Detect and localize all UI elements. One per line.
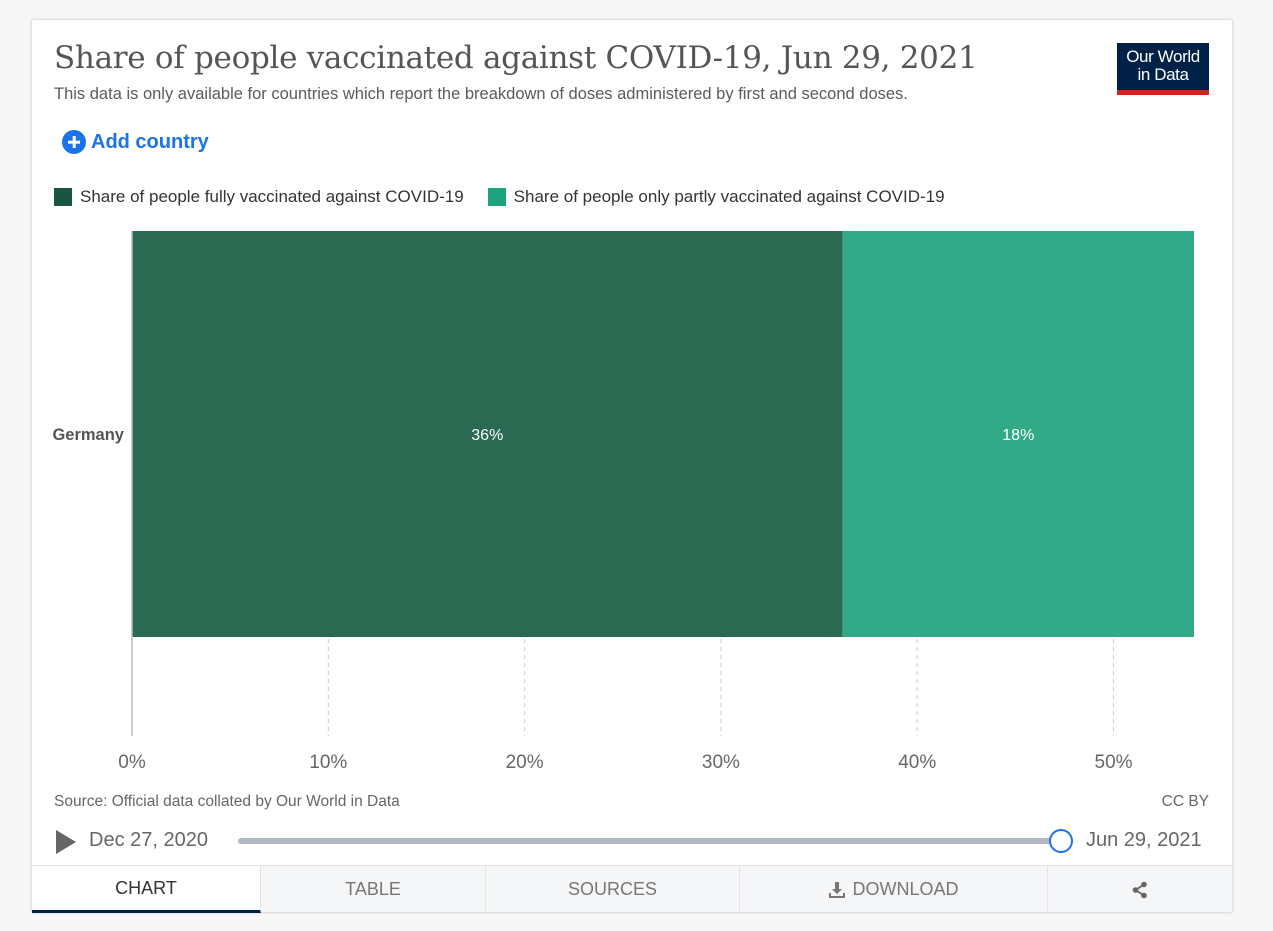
data-label-fully: 36% <box>471 427 503 444</box>
bar-partly-0 <box>842 231 1194 637</box>
bar-fully-0 <box>132 231 843 637</box>
chart-card: Share of people vaccinated against COVID… <box>32 20 1232 913</box>
x-tick-label-1: 10% <box>309 752 347 773</box>
legend-swatch-fully <box>54 188 72 206</box>
data-label-partly: 18% <box>1002 427 1034 444</box>
legend-swatch-partly <box>487 188 506 206</box>
share-icon <box>1132 881 1147 898</box>
tab-chart[interactable]: CHART <box>32 866 261 913</box>
download-icon <box>829 881 846 898</box>
source-note[interactable]: Source: Official data collated by Our Wo… <box>54 793 400 810</box>
tab-bar: CHART TABLE SOURCES DOWNLOAD <box>32 865 1232 913</box>
tab-download-label: DOWNLOAD <box>852 879 959 899</box>
play-icon[interactable] <box>56 830 76 854</box>
x-tick-label-5: 50% <box>1095 752 1133 773</box>
tab-sources[interactable]: SOURCES <box>486 866 740 913</box>
x-tick-label-0: 0% <box>118 752 146 773</box>
legend: Share of people fully vaccinated against… <box>54 187 969 207</box>
timeline-start-label[interactable]: Dec 27, 2020 <box>89 829 208 851</box>
legend-item-fully[interactable]: Share of people fully vaccinated against… <box>54 187 464 207</box>
timeline: Dec 27, 2020 Jun 29, 2021 <box>54 826 1210 856</box>
legend-label-partly: Share of people only partly vaccinated a… <box>513 187 945 206</box>
add-country-button[interactable]: Add country <box>62 130 209 154</box>
tab-table[interactable]: TABLE <box>261 866 486 913</box>
x-tick-label-2: 20% <box>506 752 544 773</box>
legend-item-partly[interactable]: Share of people only partly vaccinated a… <box>487 187 945 207</box>
license-label[interactable]: CC BY <box>1161 793 1209 810</box>
logo-line-2: in Data <box>1137 65 1189 84</box>
plus-circle-icon <box>62 130 86 154</box>
timeline-handle[interactable] <box>1049 829 1073 853</box>
category-label: Germany <box>52 426 124 444</box>
x-tick-label-3: 30% <box>702 752 740 773</box>
chart-title: Share of people vaccinated against COVID… <box>54 40 978 76</box>
bar-chart: 36% 18% Germany 0% 10% 20% 30% 40% 50% <box>52 231 1194 773</box>
owid-logo[interactable]: Our World in Data <box>1117 43 1209 95</box>
add-country-label: Add country <box>91 130 209 153</box>
chart-subtitle: This data is only available for countrie… <box>54 85 908 103</box>
tab-download[interactable]: DOWNLOAD <box>740 866 1048 913</box>
legend-label-fully: Share of people fully vaccinated against… <box>80 187 464 206</box>
x-tick-label-4: 40% <box>898 752 936 773</box>
timeline-end-label[interactable]: Jun 29, 2021 <box>1086 829 1202 851</box>
timeline-track[interactable] <box>238 838 1062 844</box>
share-button[interactable] <box>1048 866 1232 913</box>
logo-line-1: Our World <box>1126 47 1200 66</box>
